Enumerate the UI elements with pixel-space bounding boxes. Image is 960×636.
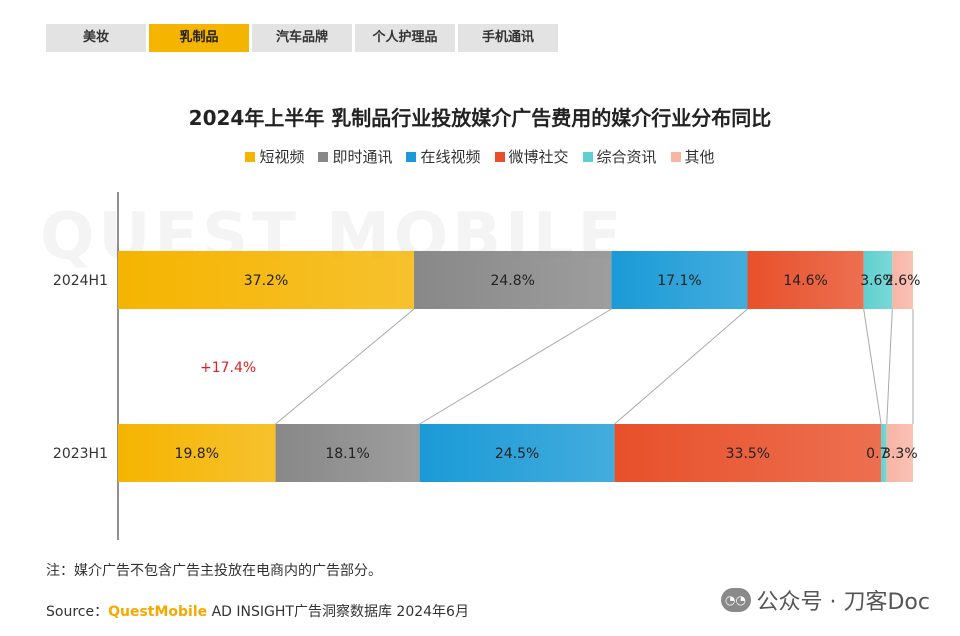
bar-segment [118,424,276,482]
data-label: 24.8% [490,273,534,289]
bar-segment [892,251,913,309]
source-rest: AD INSIGHT广告洞察数据库 2024年6月 [207,604,469,620]
data-label: 3.3% [882,446,918,462]
bar-segment [886,424,913,482]
legend-swatch [406,151,417,162]
legend-swatch [582,151,593,162]
chart-title: 2024年上半年 乳制品行业投放媒介广告费用的媒介行业分布同比 [188,106,772,130]
legend-swatch [245,151,256,162]
bar-segment [414,251,612,309]
tab-1[interactable]: 乳制品 [149,24,249,52]
bar-segment [881,424,887,482]
source-brand: QuestMobile [108,604,208,620]
data-label: 3.6% [860,273,896,289]
bar-segment [419,424,615,482]
connector-line [419,308,612,425]
bar-segment [747,251,864,309]
chart-legend: 短视频 即时通讯 在线视频 微博社交 综合资讯 其他 [0,146,960,167]
industry-tabs: 美妆 乳制品 汽车品牌 个人护理品 手机通讯 [46,24,558,52]
legend-swatch [318,151,329,162]
category-label: 2024H1 [53,273,108,289]
legend-swatch [494,151,505,162]
legend-label: 综合资讯 [596,148,657,166]
source-prefix: Source： [46,604,109,620]
connector-line [886,308,893,425]
growth-annotation: +17.4% [200,360,256,376]
wechat-icon: ◔◔ [720,588,751,612]
data-label: 37.2% [244,273,288,289]
wechat-label: 公众号 · 刀客Doc [756,590,930,615]
legend-label: 短视频 [259,148,305,166]
data-label: 17.1% [657,273,701,289]
tab-2[interactable]: 汽车品牌 [252,24,352,52]
bar-segment [863,251,893,309]
tab-0[interactable]: 美妆 [46,24,146,52]
legend-item-4: 综合资讯 [582,146,657,167]
legend-label: 其他 [684,148,715,166]
legend-item-0: 短视频 [245,146,304,167]
bar-segment [614,424,882,482]
connector-line [614,308,748,425]
connector-line [275,308,415,425]
legend-label: 在线视频 [420,148,481,166]
data-label: 2.6% [885,273,921,289]
data-label: 19.8% [175,446,219,462]
wechat-account: ◔◔ 公众号 · 刀客Doc [720,584,930,616]
bar-segment [611,251,748,309]
category-label: 2023H1 [53,446,108,462]
legend-label: 即时通讯 [332,148,393,166]
connector-line [863,308,882,425]
source-line: Source：QuestMobile AD INSIGHT广告洞察数据库 202… [46,601,469,621]
bar-segment [275,424,420,482]
data-label: 18.1% [325,446,369,462]
legend-item-2: 在线视频 [406,146,481,167]
legend-item-5: 其他 [670,146,715,167]
data-label: 33.5% [726,446,770,462]
legend-item-3: 微博社交 [494,146,569,167]
tab-4[interactable]: 手机通讯 [458,24,558,52]
legend-item-1: 即时通讯 [318,146,392,167]
bar-segment [118,251,415,309]
data-label: 24.5% [495,446,539,462]
legend-swatch [670,151,681,162]
footnote: 注：媒介广告不包含广告主投放在电商内的广告部分。 [46,563,382,579]
data-label: 14.6% [783,273,827,289]
tab-3[interactable]: 个人护理品 [355,24,455,52]
legend-label: 微博社交 [508,148,569,166]
